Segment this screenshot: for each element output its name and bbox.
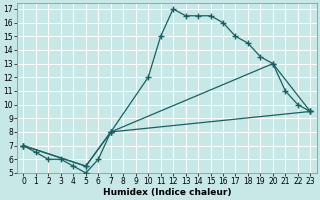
X-axis label: Humidex (Indice chaleur): Humidex (Indice chaleur) <box>103 188 231 197</box>
